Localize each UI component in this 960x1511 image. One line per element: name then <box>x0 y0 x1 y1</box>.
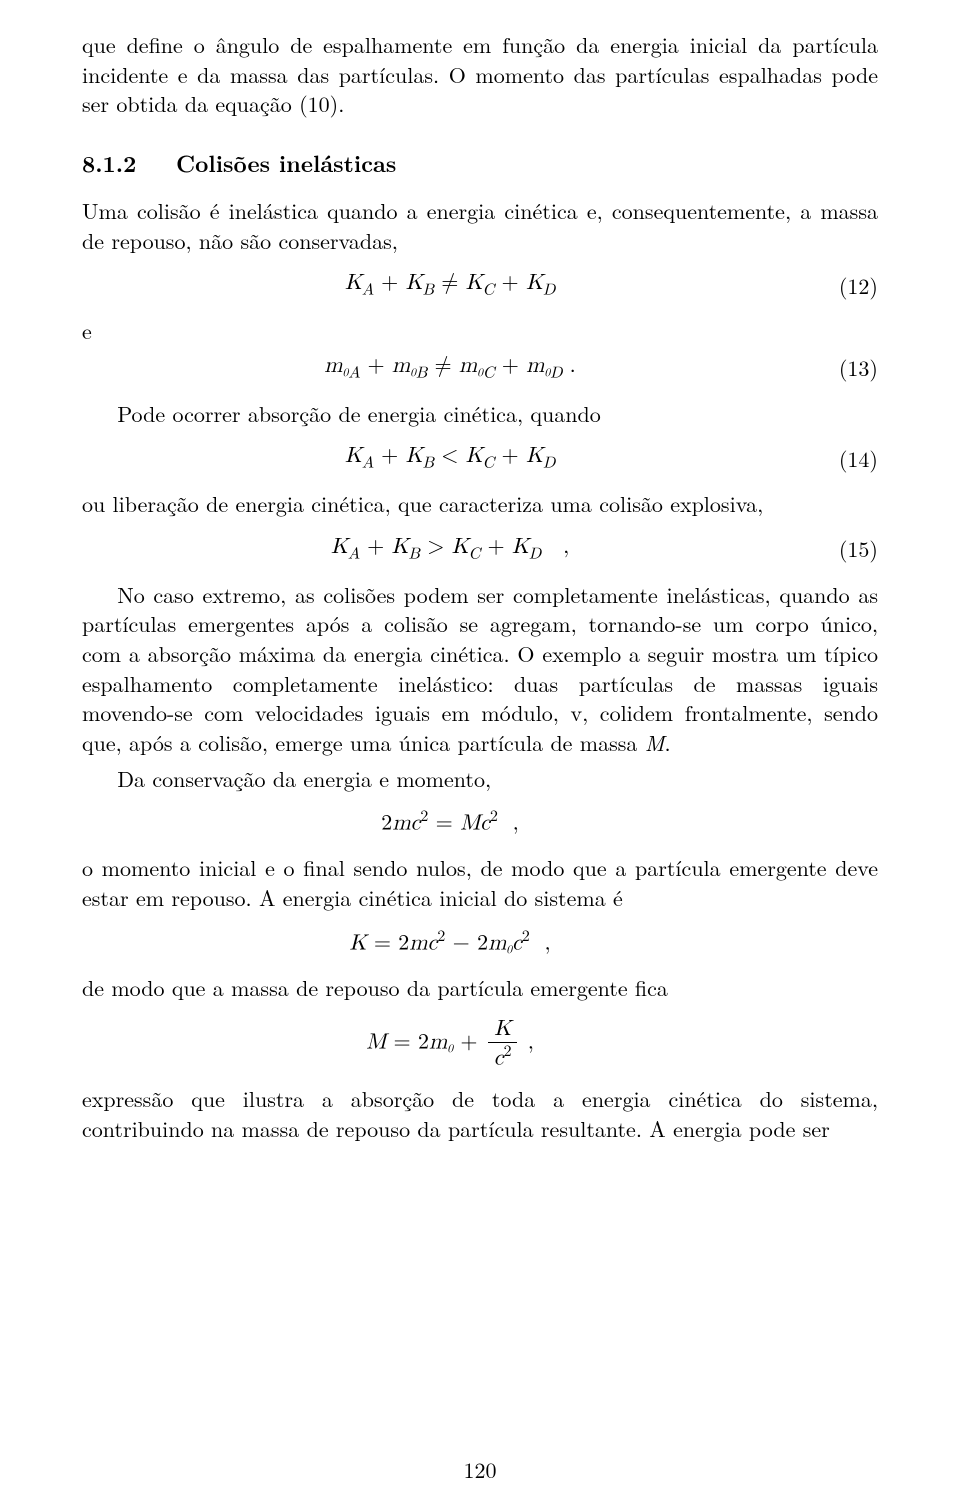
page: que define o ângulo de espalhamente em f… <box>0 0 960 1511</box>
equation-13-number: (13) <box>818 353 878 383</box>
section-number: 8.1.2 <box>82 146 136 179</box>
body-paragraph: No caso extremo, as colisões podem ser c… <box>82 580 878 758</box>
equation-2mc2-content: 2mc2 = Mc2 , <box>82 807 818 839</box>
body-paragraph: de modo que a massa de repouso da partíc… <box>82 973 878 1003</box>
equation-M-content: M = 2m0 + Kc2 , <box>82 1017 818 1071</box>
conjunction-e: e <box>82 316 878 346</box>
equation-2mc2: 2mc2 = Mc2 , <box>82 807 878 839</box>
intro-paragraph: que define o ângulo de espalhamente em f… <box>82 30 878 119</box>
body-paragraph: Pode ocorrer absorção de energia cinétic… <box>82 399 878 429</box>
body-text: . <box>665 727 671 758</box>
equation-14-number: (14) <box>818 444 878 474</box>
body-paragraph: o momento inicial e o final sendo nulos,… <box>82 853 878 912</box>
equation-15-content: KA + KB > KC + KD , <box>82 533 818 566</box>
equation-12-number: (12) <box>818 271 878 301</box>
equation-K-content: K = 2mc2 − 2m0c2 , <box>82 927 818 959</box>
section-title: Colisões inelásticas <box>176 146 396 179</box>
equation-15: KA + KB > KC + KD , (15) <box>82 533 878 566</box>
body-paragraph: expressão que ilustra a absorção de toda… <box>82 1084 878 1143</box>
equation-K: K = 2mc2 − 2m0c2 , <box>82 927 878 959</box>
body-paragraph: Uma colisão é inelástica quando a energi… <box>82 196 878 255</box>
equation-13: m0A + m0B ≠ m0C + m0D . (13) <box>82 352 878 385</box>
equation-12: KA + KB ≠ KC + KD (12) <box>82 269 878 302</box>
body-paragraph: ou liberação de energia cinética, que ca… <box>82 489 878 519</box>
section-heading: 8.1.2 Colisões inelásticas <box>82 147 878 178</box>
equation-14-content: KA + KB < KC + KD <box>82 442 818 475</box>
equation-12-content: KA + KB ≠ KC + KD <box>82 269 818 302</box>
body-text: No caso extremo, as colisões podem ser c… <box>82 579 878 758</box>
equation-13-content: m0A + m0B ≠ m0C + m0D . <box>82 352 818 385</box>
equation-M: M = 2m0 + Kc2 , <box>82 1017 878 1071</box>
page-number: 120 <box>0 1455 960 1485</box>
math-M: M <box>645 727 665 758</box>
equation-14: KA + KB < KC + KD (14) <box>82 442 878 475</box>
equation-15-number: (15) <box>818 534 878 564</box>
body-paragraph: Da conservação da energia e momento, <box>82 764 878 794</box>
